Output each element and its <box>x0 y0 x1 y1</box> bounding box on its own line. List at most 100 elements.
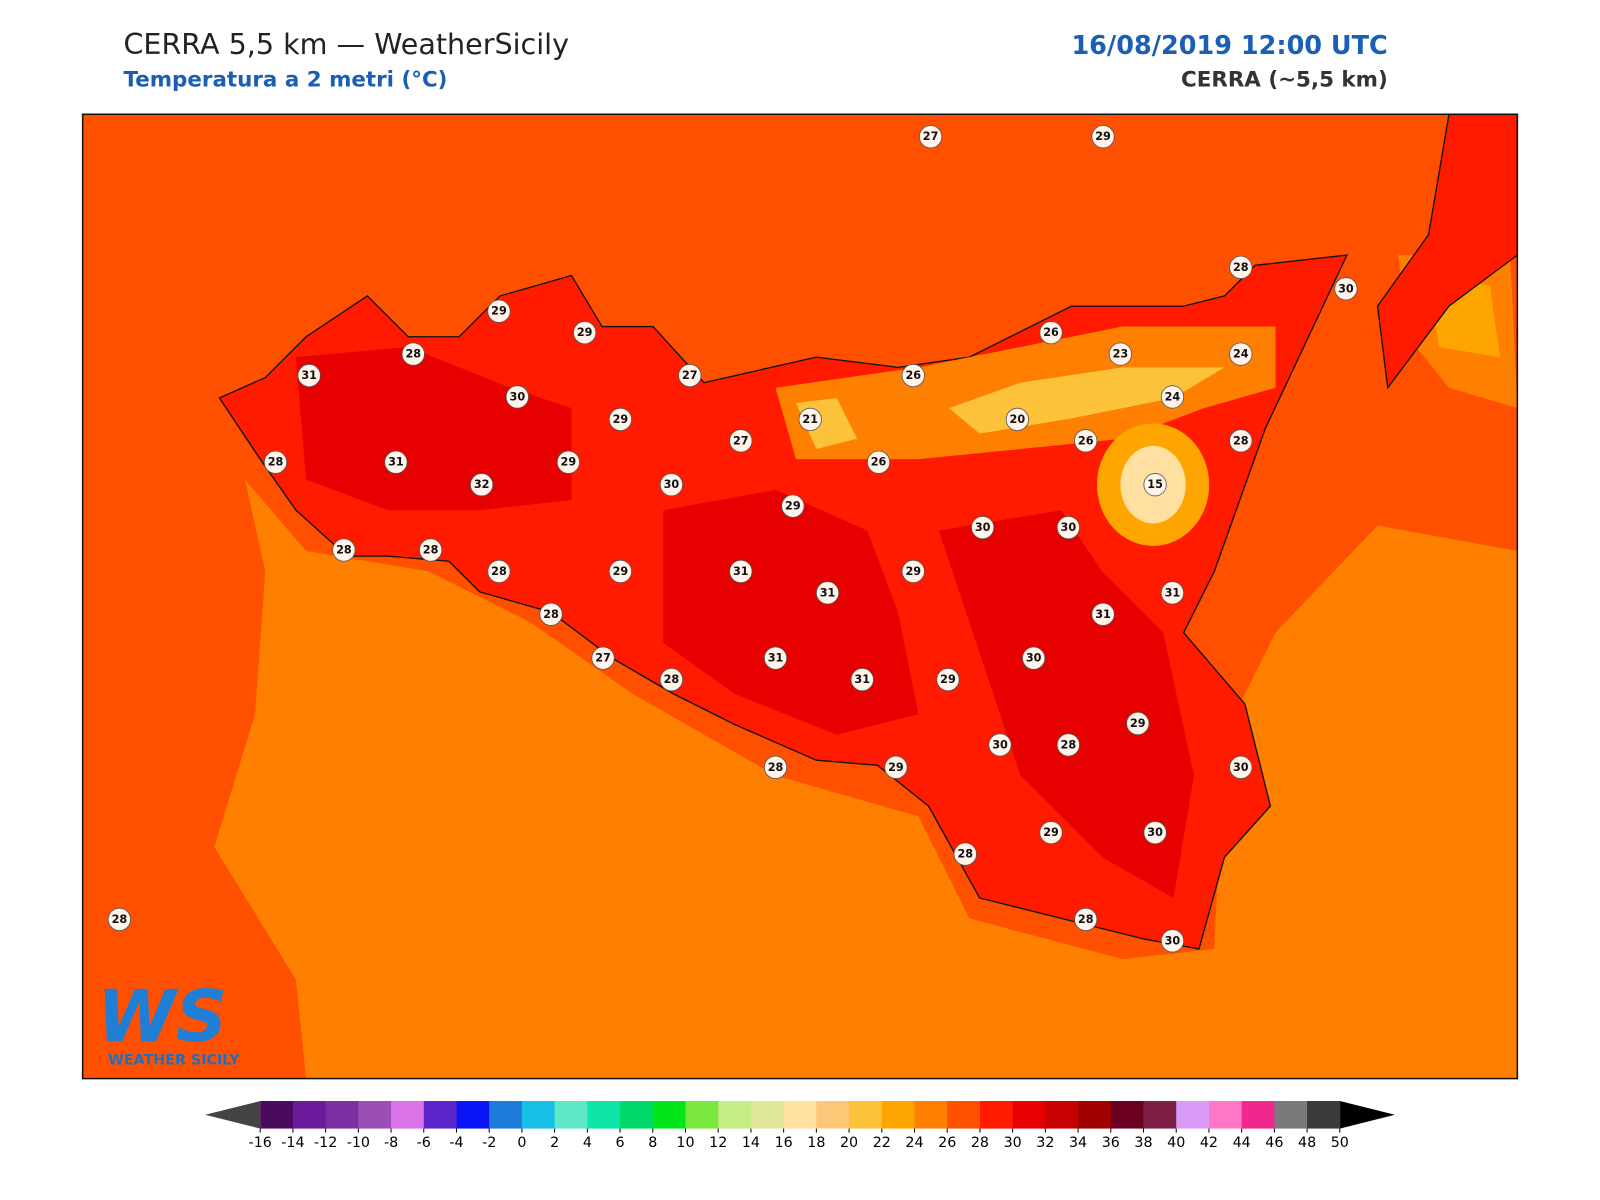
station: 23 <box>1108 342 1133 366</box>
station: 29 <box>608 559 633 584</box>
station-marker <box>1143 473 1167 497</box>
colorbar-tick-label: 26 <box>938 1135 956 1151</box>
station-value: 27 <box>733 434 749 447</box>
colorbar-tick-label: 16 <box>775 1135 793 1151</box>
station-value: 29 <box>561 456 577 469</box>
hot-zone <box>295 346 572 511</box>
station-value: 29 <box>940 673 956 686</box>
station: 28 <box>659 667 684 692</box>
colorbar: -16 -14 -12 -10 -8 -6 -4 -2 0 2 4 6 8 10 12 14 16 18 20 22 2… <box>205 1101 1395 1151</box>
station: 31 <box>1091 602 1115 626</box>
colorbar-swatch <box>325 1101 359 1129</box>
station-marker <box>1039 821 1063 845</box>
station: 30 <box>1229 755 1253 779</box>
station: 27 <box>918 125 943 149</box>
station: 30 <box>1143 821 1167 845</box>
colorbar-swatch <box>685 1101 719 1129</box>
colorbar-tick-label: 42 <box>1200 1135 1218 1151</box>
colorbar-tick-label: -2 <box>482 1135 496 1151</box>
colorbar-tick-label: -10 <box>347 1135 370 1151</box>
colorbar-swatch <box>521 1101 556 1129</box>
station: 26 <box>1074 429 1098 453</box>
station: 28 <box>332 538 356 562</box>
colorbar-tick-label: -14 <box>281 1135 304 1151</box>
colorbar-swatch <box>554 1101 588 1129</box>
colorbar-tick-label: 44 <box>1233 1135 1251 1151</box>
station: 30 <box>1160 929 1185 953</box>
station-marker <box>918 125 943 149</box>
station-value: 29 <box>785 500 801 513</box>
colorbar-tick-label: 20 <box>840 1135 858 1151</box>
station-marker <box>729 429 753 453</box>
colorbar-tick-label: -4 <box>449 1135 463 1151</box>
station-value: 31 <box>733 565 749 578</box>
station: 21 <box>798 407 822 432</box>
colorbar-swatch <box>423 1101 458 1129</box>
station: 29 <box>556 450 580 474</box>
station-marker <box>573 321 597 345</box>
colorbar-swatch <box>1241 1101 1275 1129</box>
station-marker <box>1229 342 1253 366</box>
station-value: 29 <box>888 761 904 774</box>
station-value: 28 <box>664 673 680 686</box>
colorbar-swatch <box>1274 1101 1308 1129</box>
colorbar-swatch <box>979 1101 1014 1129</box>
stations: 27 29 28 30 29 29 28 26 23 24 31 27 26 30 24 29 21 20 27 28… <box>107 125 1358 953</box>
colorbar-swatch <box>718 1101 752 1129</box>
model: CERRA (~5,5 km) <box>1181 68 1388 93</box>
station-marker <box>1039 321 1063 345</box>
colorbar-tick-label: -6 <box>417 1135 431 1151</box>
station-marker <box>1229 255 1253 279</box>
station: 24 <box>1229 342 1253 366</box>
station-value: 30 <box>992 738 1008 751</box>
colorbar-under <box>205 1101 261 1129</box>
station-value: 27 <box>923 130 939 143</box>
station-value: 29 <box>1043 826 1059 839</box>
station: 30 <box>988 733 1012 757</box>
colorbar-tick-label: 12 <box>709 1135 727 1151</box>
colorbar-swatch <box>1307 1101 1341 1129</box>
hot-zone <box>938 510 1194 898</box>
station-marker <box>1074 907 1098 932</box>
station-marker <box>850 667 874 692</box>
colorbar-swatch <box>816 1101 850 1129</box>
station-value: 28 <box>491 565 507 578</box>
station: 29 <box>1126 711 1150 736</box>
station: 31 <box>850 667 874 692</box>
station-value: 28 <box>1233 434 1249 447</box>
station-value: 15 <box>1147 478 1163 491</box>
station-value: 28 <box>268 456 284 469</box>
station-marker <box>487 299 511 323</box>
station-value: 29 <box>491 305 507 318</box>
station-marker <box>1160 581 1185 605</box>
station: 15 <box>1143 473 1167 497</box>
station-marker <box>539 602 563 626</box>
colorbar-over <box>1339 1101 1395 1129</box>
station-value: 31 <box>1095 608 1111 621</box>
station-marker <box>659 473 684 497</box>
station-value: 32 <box>474 478 490 491</box>
station-value: 31 <box>820 586 836 599</box>
colorbar-tick-label: 6 <box>616 1135 625 1151</box>
colorbar-swatch <box>620 1101 654 1129</box>
colorbar-tick-label: 22 <box>873 1135 891 1151</box>
station-marker <box>470 473 494 497</box>
colorbar-swatch <box>1110 1101 1145 1129</box>
station: 29 <box>936 667 960 692</box>
colorbar-tick-label: 14 <box>742 1135 760 1151</box>
station: 31 <box>297 363 321 388</box>
colorbar-tick-label: -8 <box>384 1135 398 1151</box>
colorbar-swatch <box>292 1101 327 1129</box>
colorbar-tick-label: 10 <box>676 1135 694 1151</box>
station: 30 <box>659 473 684 497</box>
station: 29 <box>1039 821 1063 845</box>
station-marker <box>107 907 132 932</box>
station-marker <box>1091 125 1115 149</box>
station: 31 <box>1160 581 1185 605</box>
station: 28 <box>539 602 563 626</box>
station: 30 <box>1022 646 1046 670</box>
station: 26 <box>901 363 925 388</box>
station: 29 <box>884 755 908 779</box>
station: 29 <box>487 299 511 323</box>
station-value: 29 <box>613 413 629 426</box>
